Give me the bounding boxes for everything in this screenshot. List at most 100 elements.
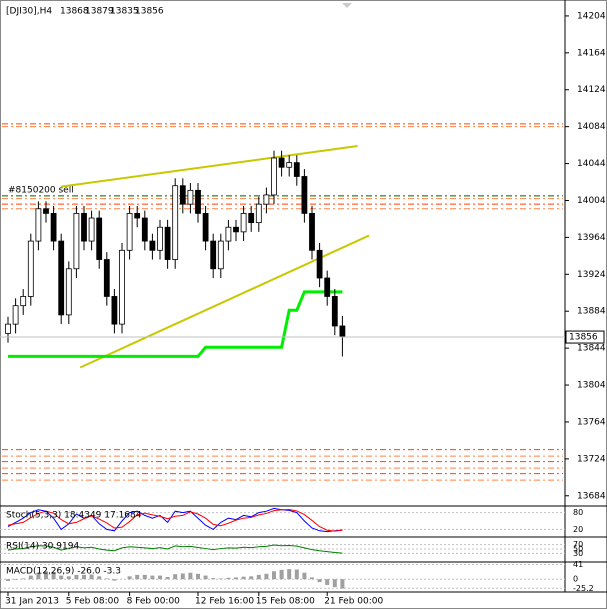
histogram-bar [135, 574, 140, 580]
panel-label: MACD(12,26,9) -26.0 -3.3 [6, 567, 121, 577]
histogram-bar [36, 572, 41, 580]
x-tick-label: 31 Jan 2013 [5, 597, 59, 607]
histogram-bar [6, 579, 10, 581]
histogram-bar [302, 572, 307, 580]
candle-body [324, 277, 331, 297]
y-tick-label: 14044 [577, 159, 606, 169]
stop-line [8, 290, 343, 358]
candle-body [187, 189, 194, 205]
panel-label: RSI(14) 30.9194 [6, 542, 79, 552]
candle-body [210, 240, 217, 270]
indicator-line [7, 509, 343, 532]
panel-tick-label: 20 [573, 525, 583, 534]
histogram-bar [226, 577, 231, 580]
histogram-bar [173, 574, 178, 580]
histogram-bar [218, 578, 223, 580]
candle-body [157, 226, 163, 251]
y-tick-label: 14204 [577, 11, 606, 21]
candle-body [339, 325, 346, 338]
candle-body [225, 226, 232, 242]
panel-tick-label: -25.2 [573, 584, 594, 593]
candle-body [12, 305, 19, 325]
panel-tick-label: 30 [573, 549, 583, 558]
histogram-bar [317, 579, 322, 583]
x-tick-label: 21 Feb 00:00 [324, 597, 383, 607]
histogram-bar [142, 574, 147, 580]
histogram-bar [158, 575, 162, 580]
candle-body [111, 296, 118, 325]
histogram-bar [241, 576, 246, 580]
histogram-bar [211, 578, 216, 580]
candle-body [50, 212, 57, 242]
y-tick-label: 13844 [577, 344, 606, 354]
y-tick-label: 14084 [577, 122, 606, 132]
histogram-bar [188, 572, 193, 580]
price-box [565, 330, 605, 344]
candle-body [316, 249, 323, 279]
candle-body [278, 157, 285, 168]
histogram-bar [44, 571, 48, 580]
candle-body [43, 208, 49, 214]
histogram-bar [325, 579, 330, 585]
y-tick-label: 13924 [577, 270, 606, 280]
x-tick-label: 15 Feb 08:00 [256, 597, 315, 607]
y-tick-label: 14124 [577, 85, 606, 95]
candle-body [134, 212, 141, 219]
candle-body [141, 217, 148, 242]
candle-body [73, 212, 80, 270]
y-tick-label: 13724 [577, 454, 606, 464]
header-high: 13879 [85, 7, 114, 17]
candle-body [286, 162, 293, 168]
order-label: #8150200 sell [8, 185, 74, 195]
histogram-bar [89, 574, 94, 580]
candle-body [263, 194, 270, 205]
panel-tick-label: 0 [573, 575, 578, 584]
histogram-bar [112, 579, 117, 581]
histogram-bar [59, 575, 64, 580]
y-tick-label: 14004 [577, 196, 606, 206]
x-tick-label: 8 Feb 00:00 [127, 597, 181, 607]
histogram-bar [13, 579, 18, 580]
candle-body [58, 240, 65, 316]
indicator-line [7, 544, 343, 554]
candle-body [309, 212, 315, 251]
current-price: 13856 [569, 333, 598, 343]
candle-body [172, 185, 179, 260]
candle-body [217, 240, 224, 270]
candle-body [301, 176, 308, 214]
histogram-bar [66, 576, 71, 580]
histogram-bar [272, 571, 276, 580]
candle-body [248, 212, 255, 224]
panel-label: Stoch(5,3,3) 18.4349 17.1684 [6, 511, 142, 521]
histogram-bar [310, 577, 314, 580]
candle-body [179, 185, 186, 205]
candle-body [35, 208, 42, 242]
candle-body [96, 217, 103, 260]
histogram-bar [234, 577, 238, 580]
histogram-bar [279, 569, 284, 580]
header-close: 13856 [135, 7, 164, 17]
x-tick-label: 5 Feb 08:00 [66, 597, 120, 607]
candle-body [20, 296, 27, 307]
histogram-bar [294, 569, 299, 580]
histogram-bar [264, 573, 269, 580]
histogram-bar [180, 573, 185, 580]
panel-tick-label: 41 [573, 560, 583, 569]
y-tick-label: 14164 [577, 48, 606, 58]
histogram-bar [165, 577, 170, 580]
header-low: 13835 [110, 7, 139, 17]
histogram-bar [21, 578, 26, 580]
candle-body [195, 189, 201, 214]
candle-body [255, 203, 262, 224]
histogram-bar [340, 579, 345, 589]
indicator-line [7, 507, 343, 533]
histogram-bar [196, 573, 200, 580]
histogram-bar [127, 576, 132, 580]
panel-tick-label: 70 [573, 540, 583, 549]
candle-body [331, 296, 338, 327]
histogram-bar [249, 576, 254, 580]
histogram-bar [287, 569, 292, 580]
candle-body [149, 240, 156, 251]
